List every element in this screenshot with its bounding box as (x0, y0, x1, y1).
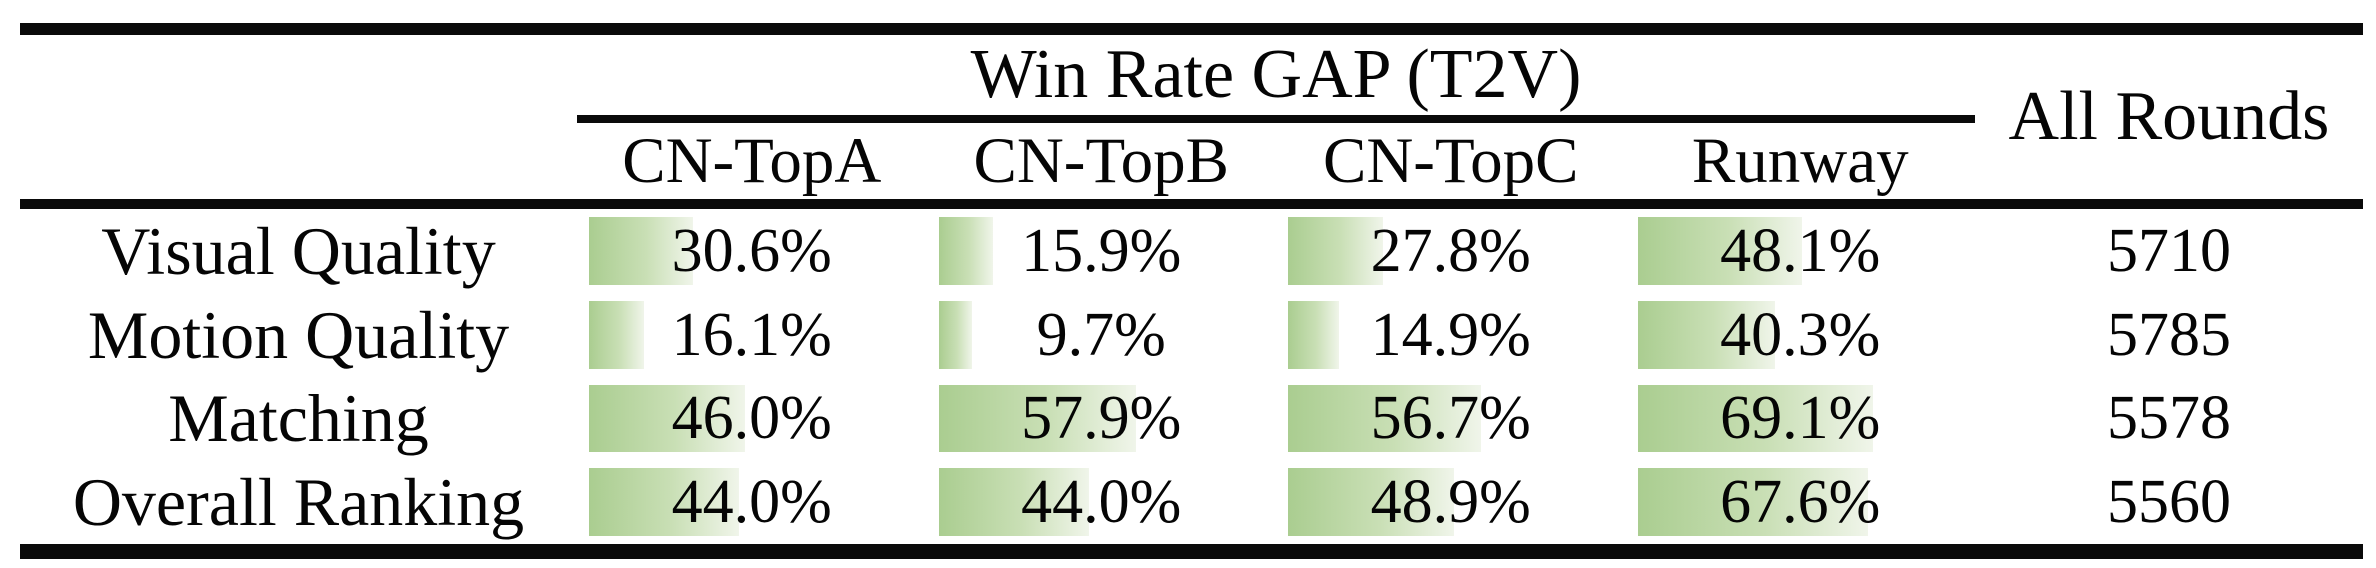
column-header-cn-topb: CN-TopB (973, 124, 1229, 197)
row-label: Visual Quality (101, 212, 496, 289)
win-rate-value: 16.1% (671, 300, 832, 369)
win-rate-cell: 46.0% (577, 377, 927, 461)
win-rate-cell: 30.6% (577, 209, 927, 293)
table-row: Overall Ranking 44.0% 44.0% 48.9% 67.6% 5560 (20, 460, 2363, 544)
win-rate-bar (589, 217, 693, 285)
win-rate-cell: 48.1% (1626, 209, 1976, 293)
win-rate-bar (938, 468, 1089, 536)
win-rate-bar (1637, 300, 1775, 369)
win-rate-value: 44.0% (1021, 468, 1182, 537)
group-header-underline-rule (577, 115, 1975, 123)
row-label: Matching (168, 380, 429, 457)
win-rate-cell: 56.7% (1276, 377, 1626, 461)
win-rate-cell: 67.6% (1626, 460, 1976, 544)
column-header-runway: Runway (1691, 124, 1909, 197)
win-rate-value: 69.1% (1720, 384, 1881, 453)
win-rate-cell: 44.0% (577, 460, 927, 544)
win-rate-cell: 9.7% (927, 293, 1277, 377)
win-rate-bar (1288, 384, 1481, 453)
win-rate-cell: 27.8% (1276, 209, 1626, 293)
all-rounds-value: 5560 (2107, 468, 2231, 537)
win-rate-bar (938, 217, 993, 285)
table-top-rule (20, 23, 2363, 35)
win-rate-cell: 69.1% (1626, 377, 1976, 461)
row-label: Motion Quality (87, 296, 510, 373)
win-rate-bar (1637, 217, 1802, 285)
win-rate-value: 27.8% (1370, 216, 1531, 285)
win-rate-bar (589, 384, 745, 453)
win-rate-bar (589, 468, 739, 536)
win-rate-cell: 48.9% (1276, 460, 1626, 544)
all-rounds-value: 5785 (2107, 300, 2231, 369)
win-rate-value: 57.9% (1021, 384, 1182, 453)
all-rounds-value: 5578 (2107, 384, 2231, 453)
win-rate-cell: 57.9% (927, 377, 1277, 461)
win-rate-cell: 44.0% (927, 460, 1277, 544)
win-rate-cell: 14.9% (1276, 293, 1626, 377)
win-rate-value: 15.9% (1021, 216, 1182, 285)
column-header-cn-topa: CN-TopA (622, 124, 882, 197)
header-bottom-rule (20, 199, 2363, 209)
win-rate-value: 56.7% (1370, 384, 1531, 453)
win-rate-value: 67.6% (1720, 468, 1881, 537)
table-bottom-rule (20, 544, 2363, 559)
win-rate-cell: 15.9% (927, 209, 1277, 293)
column-header-cn-topc: CN-TopC (1323, 124, 1579, 197)
win-rate-bar (1637, 468, 1868, 536)
table-row: Matching 46.0% 57.9% 56.7% 69.1% 5578 (20, 377, 2363, 461)
win-rate-value: 48.1% (1720, 216, 1881, 285)
win-rate-bar (589, 300, 644, 369)
row-label: Overall Ranking (72, 464, 525, 541)
win-rate-bar (1288, 300, 1339, 369)
win-rate-value: 9.7% (1036, 300, 1166, 369)
win-rate-value: 44.0% (671, 468, 832, 537)
win-rate-bar (938, 300, 972, 369)
column-headers-row: CN-TopA CN-TopB CN-TopC Runway (577, 123, 1975, 199)
win-rate-value: 46.0% (671, 384, 832, 453)
table-row: Motion Quality 16.1% 9.7% 14.9% 40.3% 5785 (20, 293, 2363, 377)
win-rate-bar (1288, 217, 1383, 285)
win-rate-cell: 40.3% (1626, 293, 1976, 377)
win-rate-value: 30.6% (671, 216, 832, 285)
all-rounds-value: 5710 (2107, 216, 2231, 285)
all-rounds-column-header: All Rounds (2008, 78, 2330, 155)
win-rate-cell: 16.1% (577, 293, 927, 377)
win-rate-value: 40.3% (1720, 300, 1881, 369)
win-rate-value: 14.9% (1370, 300, 1531, 369)
table-body: Visual Quality 30.6% 15.9% 27.8% 48.1% 5710 Mo… (20, 209, 2363, 544)
win-rate-bar (1288, 468, 1454, 536)
table-group-header: Win Rate GAP (T2V) (970, 36, 1582, 113)
win-rate-bar (1637, 384, 1873, 453)
win-rate-bar (938, 384, 1136, 453)
table-row: Visual Quality 30.6% 15.9% 27.8% 48.1% 5710 (20, 209, 2363, 293)
win-rate-value: 48.9% (1370, 468, 1531, 537)
